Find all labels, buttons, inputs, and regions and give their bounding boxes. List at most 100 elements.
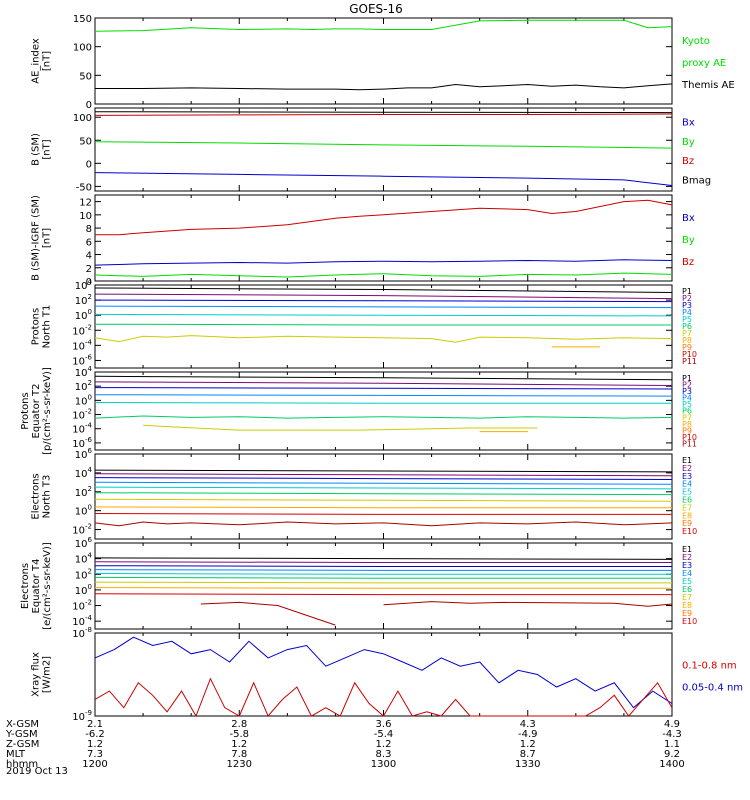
y-tick-label: 10-2 <box>72 599 92 613</box>
y-axis-label: Xray flux[W/m2] <box>31 652 53 697</box>
legend-entry: E4 <box>682 480 692 489</box>
y-tick-label: 8 <box>86 224 92 235</box>
y-tick-label: 10-8 <box>72 626 92 640</box>
legend-entry: P2 <box>682 381 692 390</box>
series-e5 <box>94 486 673 490</box>
legend-entry: By <box>682 137 695 148</box>
panel-ae: 0 50 100 150 AE_index[nT] Kyoto proxy AE Themis… <box>31 14 735 111</box>
y-axis-label: AE_index[nT] <box>31 38 53 84</box>
y-tick-label: 10-4 <box>72 614 92 628</box>
series-bmag <box>94 111 673 114</box>
series-e1 <box>94 469 673 473</box>
y-tick-label: 102 <box>75 485 92 499</box>
series-e3 <box>94 477 673 480</box>
legend-entry: E8 <box>682 511 692 520</box>
series-p7 <box>143 424 538 431</box>
row-value: 7.3 <box>87 749 103 760</box>
series-p7 <box>94 335 673 343</box>
legend-entry: P7 <box>682 413 692 422</box>
series-e4 <box>94 481 673 485</box>
y-tick-label: 6 <box>86 237 92 248</box>
legend-entry: P3 <box>682 387 692 396</box>
series-e2 <box>94 561 672 563</box>
y-axis-label: B (SM)-IGRF (SM)[nT] <box>31 195 53 281</box>
legend-entry: P1 <box>682 374 692 383</box>
y-tick-label: 100 <box>75 583 92 597</box>
y-tick-label: 0 <box>86 159 92 170</box>
row-value: 1200 <box>82 759 107 770</box>
y-axis-label: B (SM)[nT] <box>31 133 53 166</box>
legend-entry: P4 <box>682 308 692 317</box>
y-axis-label: ElectronsNorth T3 <box>31 473 53 519</box>
series-p5 <box>94 313 673 317</box>
row-value: -4.3 <box>662 729 682 740</box>
series-e6 <box>94 492 673 496</box>
legend-entry: By <box>682 235 695 246</box>
legend-entry: P3 <box>682 301 692 310</box>
y-tick-label: 2 <box>86 264 92 275</box>
series-e6 <box>94 576 672 579</box>
row-value: 9.2 <box>664 749 680 760</box>
row-value: 1.2 <box>520 739 536 750</box>
row-value: 1.1 <box>664 739 680 750</box>
legend-entry: E1 <box>682 545 692 554</box>
series-e8 <box>94 506 672 509</box>
legend-entry: E2 <box>682 464 692 473</box>
row-value: -4.9 <box>518 729 538 740</box>
legend-entry: P2 <box>682 294 692 303</box>
y-tick-label: 106 <box>75 536 93 550</box>
series-e4 <box>94 569 672 571</box>
legend-entry: Bx <box>682 118 695 129</box>
y-tick-label: 10-9 <box>72 709 92 723</box>
row-label: Z-GSM <box>6 739 39 750</box>
y-tick-label: 104 <box>75 365 93 379</box>
y-tick-label: 104 <box>75 466 93 480</box>
series-by <box>94 141 673 149</box>
row-value: 8.7 <box>520 749 536 760</box>
series-p4 <box>94 394 673 397</box>
series-p1 <box>94 375 673 381</box>
row-value: 2.8 <box>231 719 247 730</box>
row-value: 1230 <box>227 759 252 770</box>
series-p6 <box>94 415 673 419</box>
legend-entry: P10 <box>682 433 697 442</box>
panel-bigrf: 0 2 4 6 8 10 12 B (SM)-IGRF (SM)[nT] Bx By Bz <box>31 194 695 288</box>
row-value: 1.2 <box>376 739 392 750</box>
row-value: 3.6 <box>376 719 392 730</box>
legend-entry: P5 <box>682 400 692 409</box>
legend-entry: P11 <box>682 439 697 448</box>
y-tick-label: 102 <box>75 379 92 393</box>
row-label: Y-GSM <box>5 729 38 740</box>
panel-frame <box>94 542 673 630</box>
row-value: 8.3 <box>376 749 392 760</box>
legend-entry: Kyoto <box>682 36 710 47</box>
y-tick-label: 10-2 <box>72 408 92 422</box>
series-e7 <box>94 581 672 584</box>
panel-frame <box>94 632 673 717</box>
y-tick-label: 100 <box>75 308 92 322</box>
row-value: 1.2 <box>87 739 103 750</box>
legend-entry: E4 <box>682 569 692 578</box>
series-p4 <box>94 305 673 309</box>
series-p3 <box>94 387 673 390</box>
row-value: 1.2 <box>231 739 247 750</box>
series-e8 <box>94 587 672 589</box>
series-p2 <box>94 293 673 300</box>
panel-bsm: -50 0 50 100 B (SM)[nT] Bx By Bz Bmag <box>31 107 711 193</box>
legend-entry: P8 <box>682 336 692 345</box>
panel-frame <box>94 107 673 192</box>
legend-entry: P9 <box>682 426 692 435</box>
series-e7 <box>94 498 673 502</box>
series-e5 <box>94 573 672 575</box>
y-tick-label: 104 <box>75 552 93 566</box>
y-tick-label: 0 <box>86 100 92 111</box>
series-p3 <box>94 299 673 303</box>
row-label: MLT <box>6 749 26 760</box>
y-tick-label: 10-2 <box>72 323 92 337</box>
date-label: 2019 Oct 13 <box>6 766 68 777</box>
legend-entry: E7 <box>682 503 692 512</box>
row-value: -5.4 <box>374 729 394 740</box>
row-value: -5.8 <box>229 729 249 740</box>
